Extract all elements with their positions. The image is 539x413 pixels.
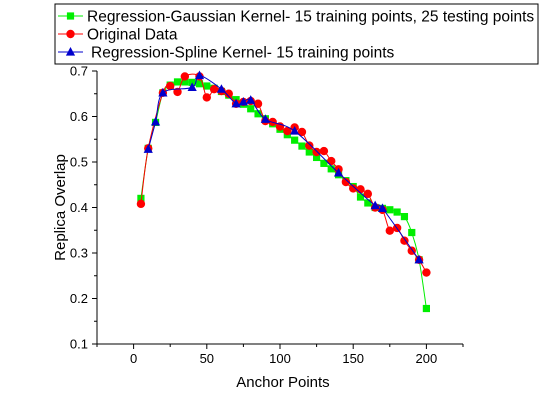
gaussian-point	[408, 228, 416, 237]
series-circle	[136, 72, 431, 277]
gaussian-point	[320, 159, 328, 167]
x-axis-label: Anchor Points	[236, 374, 329, 391]
x-tick-label: 150	[342, 351, 364, 366]
gaussian-point	[313, 153, 321, 162]
gaussian-point	[188, 78, 196, 86]
original-point	[327, 156, 336, 166]
gaussian-point	[364, 199, 372, 207]
gaussian-point	[137, 194, 145, 202]
original-point	[180, 72, 190, 81]
original-point	[305, 141, 314, 150]
spline-point	[290, 126, 300, 135]
spline-point	[238, 96, 248, 106]
original-point	[363, 189, 373, 199]
gaussian-point	[327, 165, 335, 173]
original-point	[422, 268, 431, 277]
gaussian-point	[356, 193, 365, 201]
spline-point	[333, 167, 344, 177]
legend-marker-square	[66, 12, 75, 20]
gaussian-point	[195, 80, 204, 88]
x-tick-label: 0	[130, 351, 137, 366]
spline-point	[377, 203, 388, 213]
spline-point	[231, 98, 241, 108]
spline-point	[143, 144, 153, 153]
spline-point	[158, 87, 168, 97]
gaussian-point	[400, 213, 409, 221]
legend-marker-triangle	[65, 47, 76, 56]
legend-marker-circle	[66, 29, 75, 39]
original-point	[166, 81, 175, 91]
x-tick-label: 200	[416, 351, 438, 366]
original-line	[140, 73, 427, 273]
legend-label: Original Data	[87, 27, 178, 44]
original-point	[173, 87, 182, 97]
original-point	[400, 236, 409, 245]
original-point	[341, 177, 351, 187]
gaussian-point	[393, 208, 401, 216]
original-point	[356, 185, 365, 194]
axes: 0 50 100 150 200 0.1 0.2 0.3 0.4 0.5 0.6 0.7	[70, 64, 464, 366]
legend-label: Regression-Spline Kernel- 15 training po…	[91, 45, 395, 62]
y-axis-label: Replica Overlap	[52, 154, 69, 261]
original-point	[224, 89, 233, 98]
gaussian-point	[422, 304, 430, 313]
spline-point	[216, 84, 227, 93]
y-tick-label: 0.2	[70, 291, 88, 306]
spline-point	[150, 116, 161, 126]
spline-point	[194, 70, 205, 80]
spline-point	[187, 82, 197, 91]
y-tick-label: 0.5	[70, 155, 88, 170]
original-point	[385, 226, 394, 235]
spline-point	[370, 200, 380, 210]
y-tick-label: 0.3	[70, 246, 88, 261]
gaussian-line	[140, 81, 427, 309]
legend-box	[54, 3, 539, 65]
spline-line	[147, 75, 420, 261]
original-point	[209, 85, 219, 94]
gaussian-point	[386, 206, 394, 214]
original-point	[349, 184, 358, 193]
original-point	[283, 126, 292, 136]
plot-area	[136, 70, 431, 313]
gaussian-point	[291, 136, 299, 144]
gaussian-point	[203, 82, 211, 90]
legend-label: Regression-Gaussian Kernel- 15 training …	[87, 9, 534, 26]
original-point	[312, 147, 321, 157]
gaussian-point	[298, 142, 306, 150]
original-point	[253, 99, 263, 108]
gaussian-point	[181, 78, 189, 86]
gaussian-point	[305, 148, 313, 156]
original-point	[136, 199, 146, 209]
y-tick-label: 0.7	[70, 64, 88, 79]
legend: Regression-Gaussian Kernel- 15 training …	[54, 3, 539, 65]
gaussian-point	[254, 110, 262, 118]
original-point	[319, 146, 329, 156]
y-tick-label: 0.4	[70, 200, 88, 215]
y-tick-label: 0.1	[70, 337, 88, 352]
x-tick-label: 50	[200, 351, 214, 366]
x-tick-label: 100	[269, 351, 291, 366]
spline-point	[260, 114, 270, 123]
y-tick-label: 0.6	[70, 109, 88, 124]
original-point	[297, 127, 307, 137]
original-point	[202, 93, 211, 102]
series-triangle	[143, 70, 424, 264]
gaussian-point	[173, 78, 182, 86]
spline-point	[246, 95, 256, 104]
series-square	[137, 78, 430, 313]
gaussian-point	[247, 105, 255, 113]
spline-point	[414, 254, 424, 264]
